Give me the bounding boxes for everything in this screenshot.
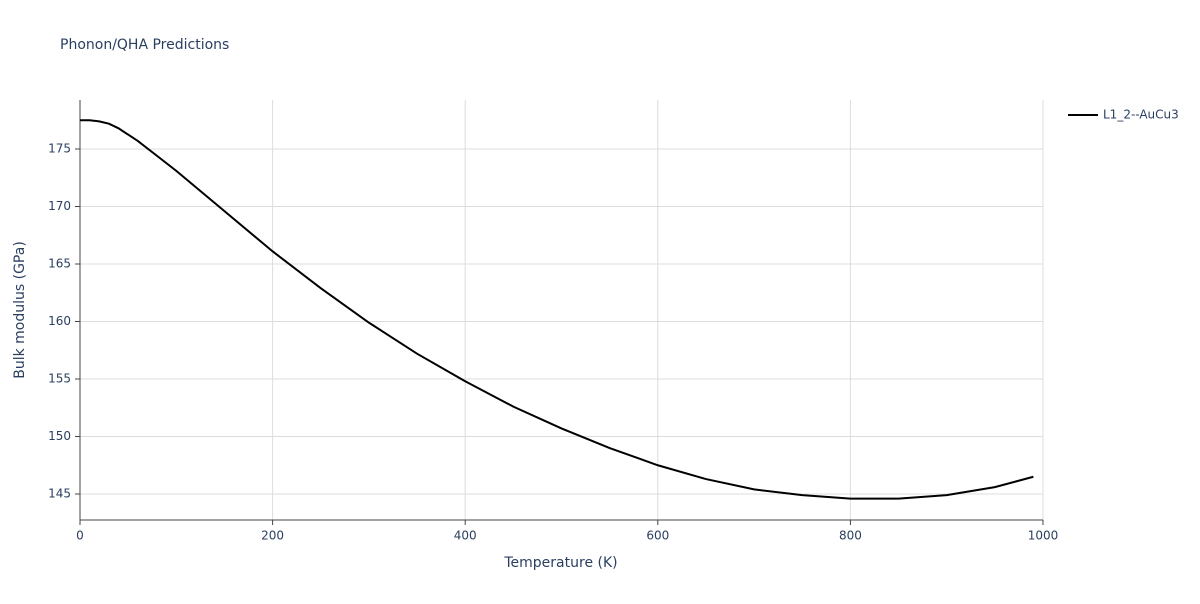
y-tick-label: 160 (48, 314, 71, 328)
data-line (80, 119, 1034, 500)
x-tick-label: 200 (261, 529, 284, 543)
x-tick-label: 600 (646, 529, 669, 543)
y-tick-label: 175 (48, 141, 71, 155)
y-tick-label: 165 (48, 256, 71, 270)
y-tick-label: 170 (48, 199, 71, 213)
x-tick-label: 800 (839, 529, 862, 543)
y-tick-label: 155 (48, 372, 71, 386)
y-tick-label: 145 (48, 487, 71, 501)
x-tick-label: 400 (454, 529, 477, 543)
y-tick-label: 150 (48, 429, 71, 443)
x-tick-label: 0 (76, 529, 84, 543)
x-axis-label: Temperature (K) (503, 555, 617, 571)
y-axis-label: Bulk modulus (GPa) (12, 241, 28, 379)
legend-label: L1_2--AuCu3 (1103, 108, 1179, 122)
chart-title: Phonon/QHA Predictions (60, 37, 229, 53)
x-tick-label: 1000 (1028, 529, 1059, 543)
